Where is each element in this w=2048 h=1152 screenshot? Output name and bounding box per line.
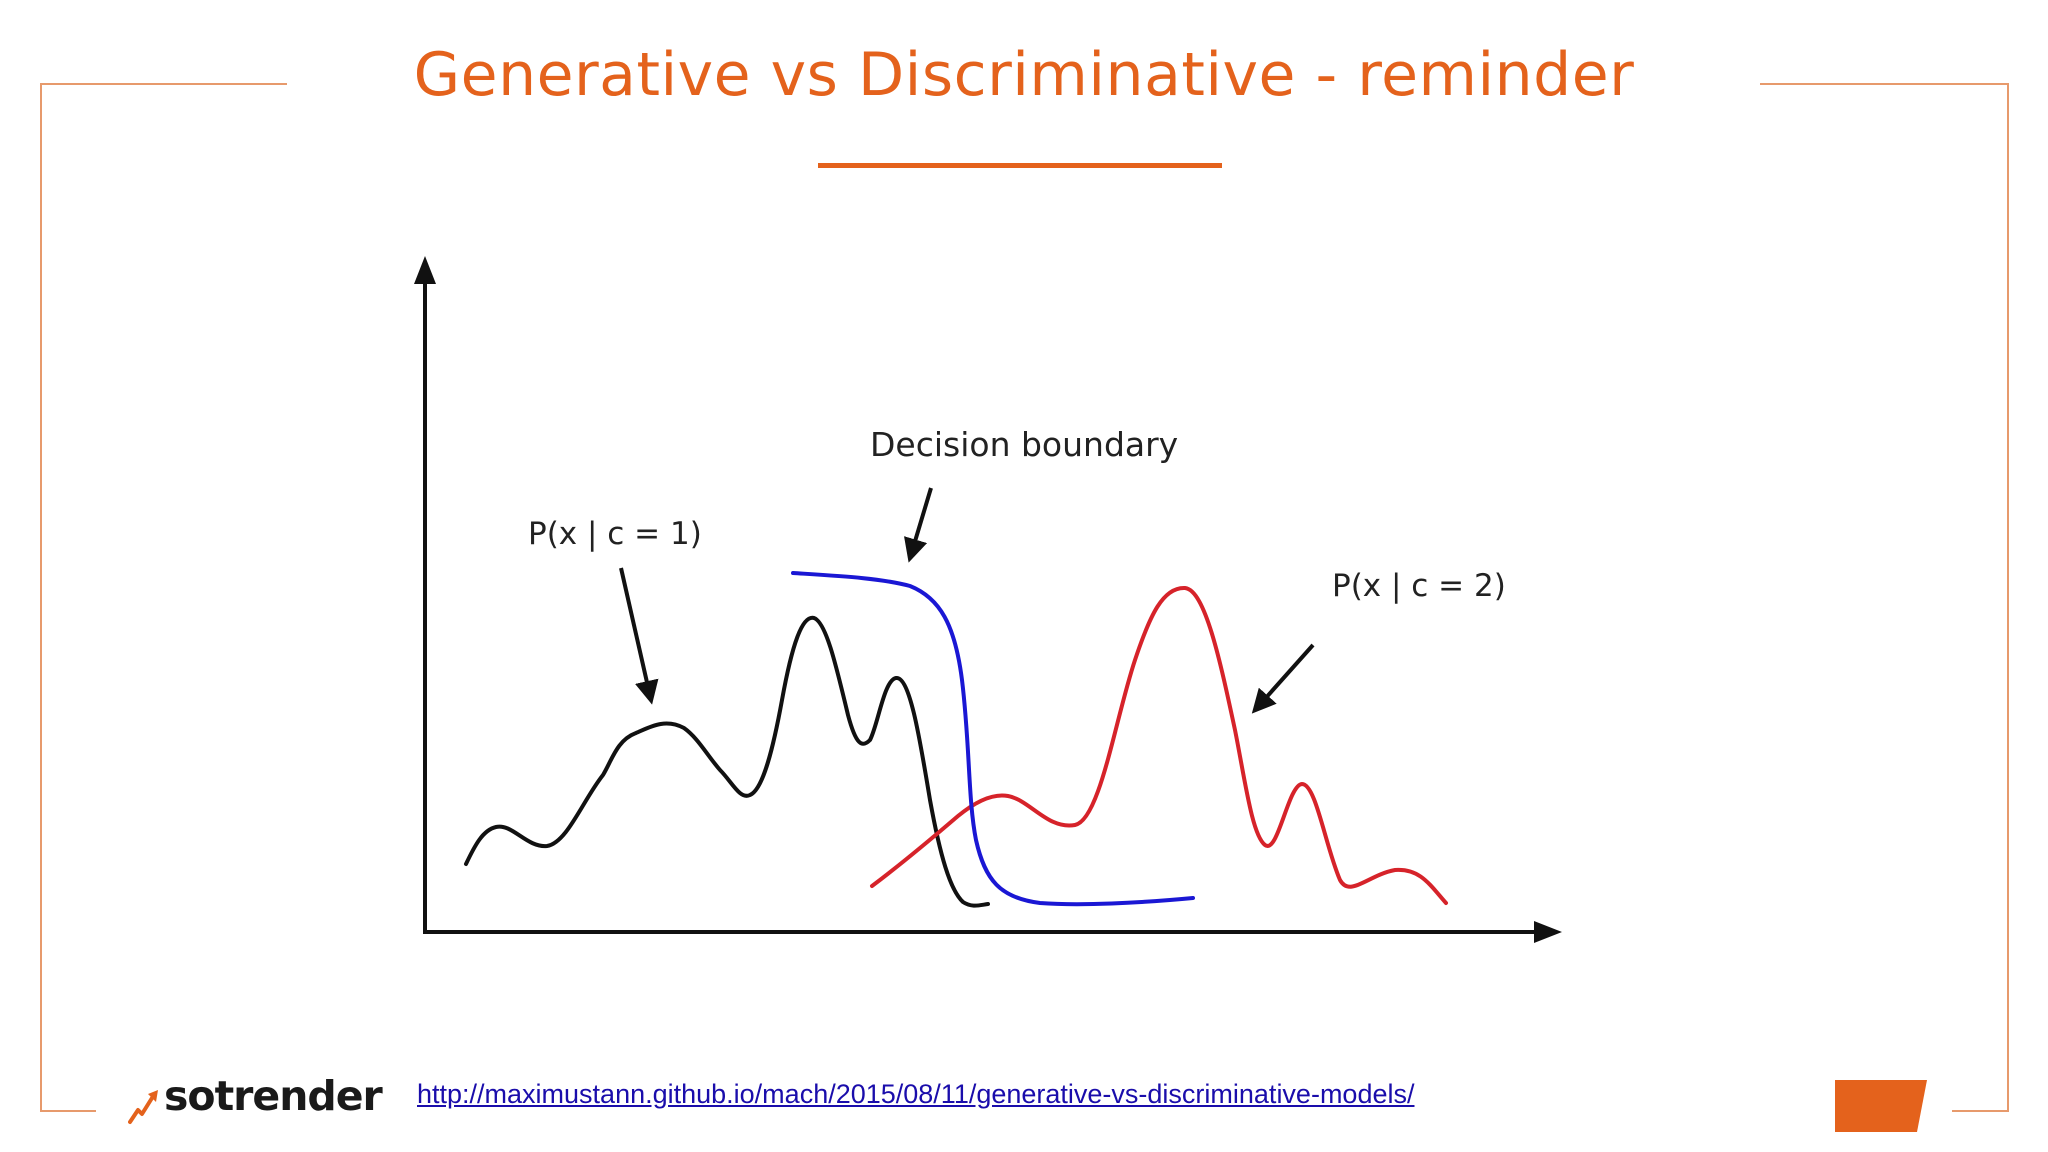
trend-arrow-icon bbox=[128, 1090, 158, 1124]
frame-top-right bbox=[1760, 83, 2009, 85]
class2-density-curve bbox=[870, 585, 1448, 905]
class1-label: P(x | c = 1) bbox=[528, 516, 702, 552]
x-axis-arrowhead bbox=[1534, 921, 1562, 943]
source-link[interactable]: http://maximustann.github.io/mach/2015/0… bbox=[417, 1079, 1415, 1109]
frame-bottom-left bbox=[40, 1110, 96, 1112]
frame-right bbox=[2007, 83, 2009, 1112]
logo-text: sotrender bbox=[164, 1072, 383, 1120]
class1-density-curve bbox=[464, 615, 990, 908]
class2-label: P(x | c = 2) bbox=[1332, 568, 1506, 604]
boundary-annotation-arrow bbox=[904, 487, 933, 563]
decision-boundary-label: Decision boundary bbox=[870, 425, 1178, 464]
class2-annotation-arrow bbox=[1251, 643, 1315, 714]
slide-title: Generative vs Discriminative - reminder bbox=[413, 40, 1635, 110]
class1-annotation-arrow bbox=[619, 567, 659, 705]
decision-boundary-curve bbox=[791, 571, 1195, 907]
frame-top-left bbox=[40, 83, 287, 85]
corner-accent-shape bbox=[1835, 1080, 1927, 1132]
sotrender-logo: sotrender bbox=[128, 1072, 388, 1126]
frame-left bbox=[40, 83, 42, 1112]
title-underline bbox=[818, 163, 1222, 168]
frame-bottom-right bbox=[1952, 1110, 2009, 1112]
y-axis-arrowhead bbox=[414, 256, 436, 284]
